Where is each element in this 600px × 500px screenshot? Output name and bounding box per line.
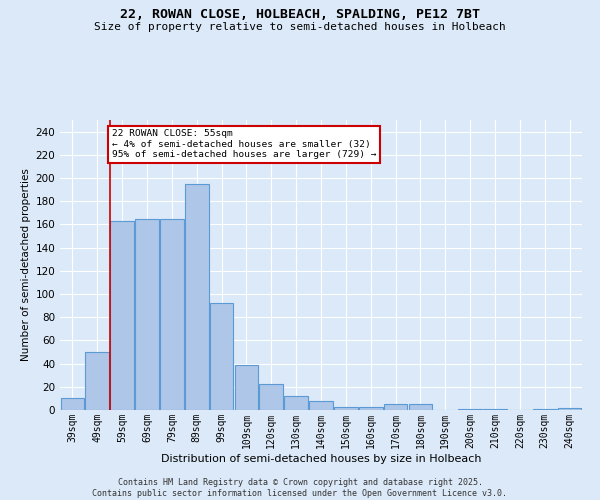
Bar <box>309 400 333 410</box>
Bar <box>409 404 432 410</box>
Text: Contains HM Land Registry data © Crown copyright and database right 2025.
Contai: Contains HM Land Registry data © Crown c… <box>92 478 508 498</box>
Bar <box>533 409 557 410</box>
Text: Size of property relative to semi-detached houses in Holbeach: Size of property relative to semi-detach… <box>94 22 506 32</box>
Bar <box>85 352 109 410</box>
Text: 22, ROWAN CLOSE, HOLBEACH, SPALDING, PE12 7BT: 22, ROWAN CLOSE, HOLBEACH, SPALDING, PE1… <box>120 8 480 20</box>
Text: 22 ROWAN CLOSE: 55sqm
← 4% of semi-detached houses are smaller (32)
95% of semi-: 22 ROWAN CLOSE: 55sqm ← 4% of semi-detac… <box>112 130 377 159</box>
Bar <box>210 304 233 410</box>
Bar <box>483 409 507 410</box>
Bar <box>458 409 482 410</box>
Bar <box>284 396 308 410</box>
Bar <box>235 365 258 410</box>
Bar <box>558 408 581 410</box>
Bar <box>384 404 407 410</box>
Bar <box>185 184 209 410</box>
Bar <box>61 398 84 410</box>
Bar <box>359 406 383 410</box>
Bar <box>160 218 184 410</box>
Bar <box>135 218 159 410</box>
Y-axis label: Number of semi-detached properties: Number of semi-detached properties <box>21 168 31 362</box>
X-axis label: Distribution of semi-detached houses by size in Holbeach: Distribution of semi-detached houses by … <box>161 454 481 464</box>
Bar <box>259 384 283 410</box>
Bar <box>334 406 358 410</box>
Bar <box>110 221 134 410</box>
